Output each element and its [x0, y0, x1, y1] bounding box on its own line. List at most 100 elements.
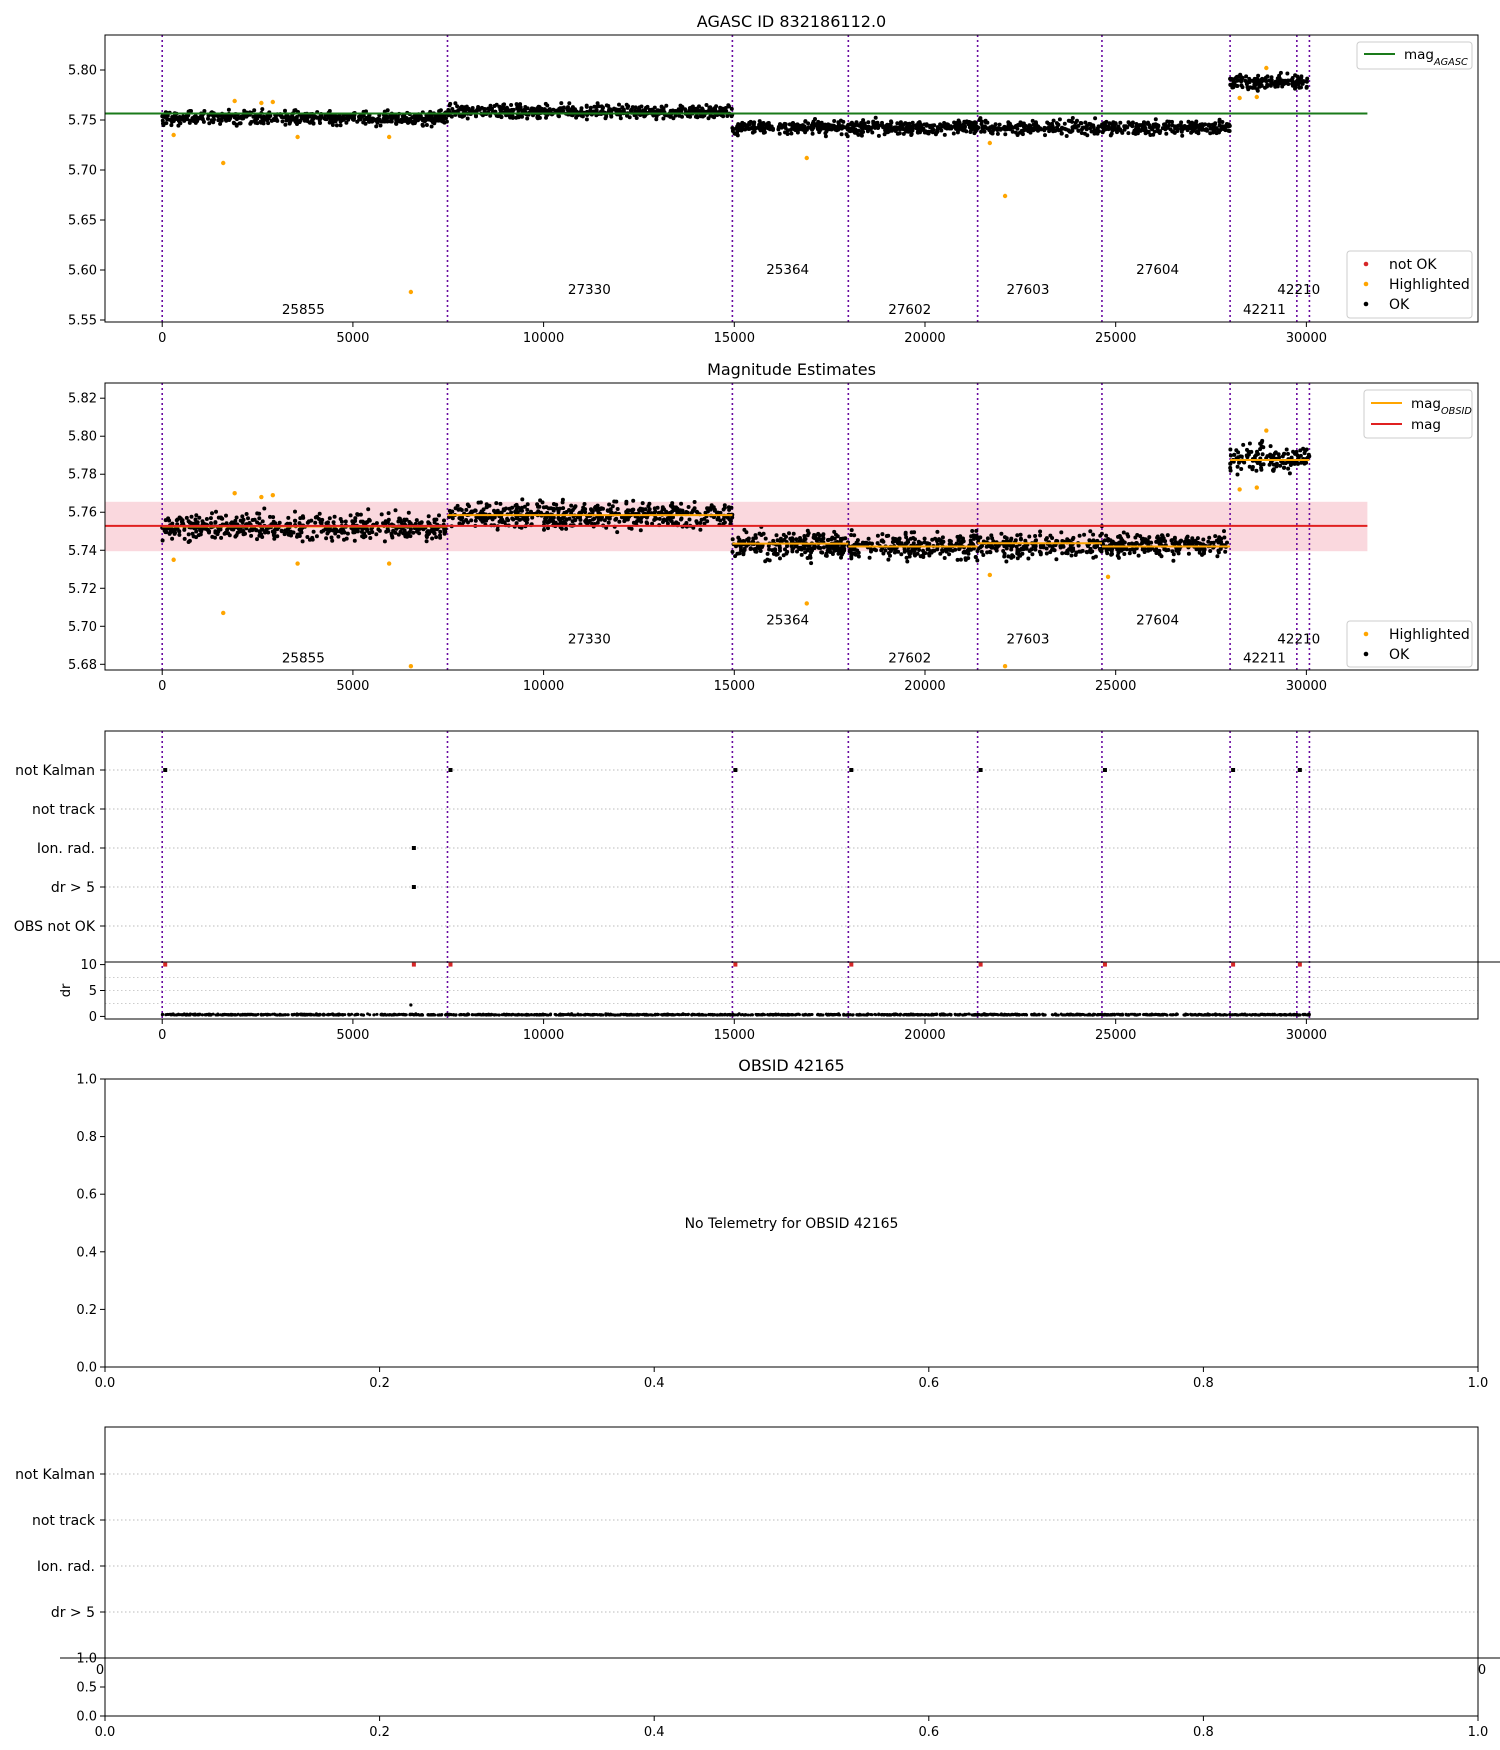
ok-point [1278, 463, 1283, 468]
ok-point [450, 516, 455, 521]
ok-point [773, 547, 777, 552]
ok-point [916, 125, 920, 130]
ok-point [1175, 124, 1180, 129]
ok-point [1222, 535, 1227, 540]
ok-point [259, 120, 264, 125]
ok-point [995, 131, 1000, 136]
ok-point [686, 505, 691, 509]
ok-point [855, 548, 860, 553]
ok-point [1095, 538, 1100, 543]
ok-point [501, 103, 506, 107]
ok-point [420, 122, 425, 127]
ok-point [1023, 546, 1028, 551]
ok-point [408, 117, 412, 122]
ok-point [1142, 124, 1147, 129]
ok-point [396, 519, 401, 524]
ok-point [430, 527, 435, 532]
ok-point [368, 536, 373, 540]
highlighted-point [259, 100, 264, 106]
ok-point [873, 115, 878, 120]
ok-point [923, 551, 928, 556]
ok-point [1030, 118, 1035, 123]
ok-point [1009, 544, 1014, 549]
ok-point [1211, 124, 1216, 129]
flag-point [733, 768, 738, 772]
ok-point [1202, 127, 1207, 132]
ok-point [832, 119, 837, 123]
ok-point [702, 521, 707, 526]
panel2-y-tick-label: 5.78 [68, 468, 97, 483]
ok-point [823, 122, 828, 127]
legend-box [1346, 620, 1473, 668]
ok-point [579, 106, 584, 111]
ok-point [894, 126, 899, 131]
ok-point [866, 120, 871, 125]
ok-point [821, 545, 826, 550]
ok-point [391, 528, 396, 533]
ok-point [973, 555, 978, 559]
ok-point [567, 516, 572, 521]
ok-point [668, 114, 673, 119]
ok-point [759, 121, 764, 126]
flag-point [849, 768, 854, 772]
ok-point [822, 126, 826, 131]
ok-point [816, 125, 820, 130]
ok-point [958, 557, 963, 562]
ok-point [311, 529, 316, 534]
panel2-y-tick-label: 5.70 [68, 620, 97, 635]
ok-point [474, 515, 479, 520]
ok-point [535, 115, 540, 120]
ok-point [1007, 122, 1012, 126]
ok-point [182, 536, 187, 541]
ok-point [178, 120, 182, 125]
ok-point [351, 520, 356, 525]
ok-point [646, 504, 651, 509]
ok-point [624, 499, 629, 504]
ok-point [1163, 127, 1168, 132]
ok-point [817, 533, 822, 538]
ok-point [209, 521, 213, 526]
ok-point [942, 556, 947, 560]
ok-point [1114, 541, 1119, 546]
ok-point [935, 128, 940, 133]
ok-point [169, 123, 174, 128]
ok-point [224, 513, 228, 518]
ok-point [1147, 535, 1152, 540]
ok-point [1235, 464, 1240, 469]
ok-point [643, 507, 648, 512]
ok-point [531, 106, 536, 111]
ok-point [573, 107, 577, 112]
ok-point [484, 505, 489, 510]
ok-point [802, 127, 807, 132]
ok-point [918, 123, 923, 128]
ok-point [668, 108, 673, 113]
ok-point [479, 105, 484, 110]
ok-point [1228, 447, 1233, 452]
ok-point [1112, 127, 1117, 132]
ok-point [935, 539, 940, 544]
ok-point [292, 108, 297, 113]
ok-point [733, 131, 738, 136]
ok-point [319, 529, 324, 534]
ok-point [514, 521, 519, 526]
ok-point [836, 551, 841, 556]
ok-point [288, 116, 293, 120]
ok-point [612, 499, 617, 504]
ok-point [257, 530, 262, 535]
ok-point [777, 546, 782, 550]
ok-point [459, 508, 464, 512]
ok-point [469, 518, 474, 523]
ok-point [1271, 468, 1276, 473]
ok-point [660, 507, 665, 512]
ok-point [264, 117, 269, 122]
ok-point [836, 120, 841, 125]
ok-point [609, 108, 614, 113]
ok-point [442, 518, 446, 523]
ok-point [930, 125, 935, 130]
ok-point [979, 549, 984, 554]
ok-point [922, 130, 927, 135]
ok-point [474, 109, 479, 114]
ok-point [1222, 529, 1226, 534]
ok-point [939, 541, 944, 546]
ok-point [1109, 552, 1114, 557]
